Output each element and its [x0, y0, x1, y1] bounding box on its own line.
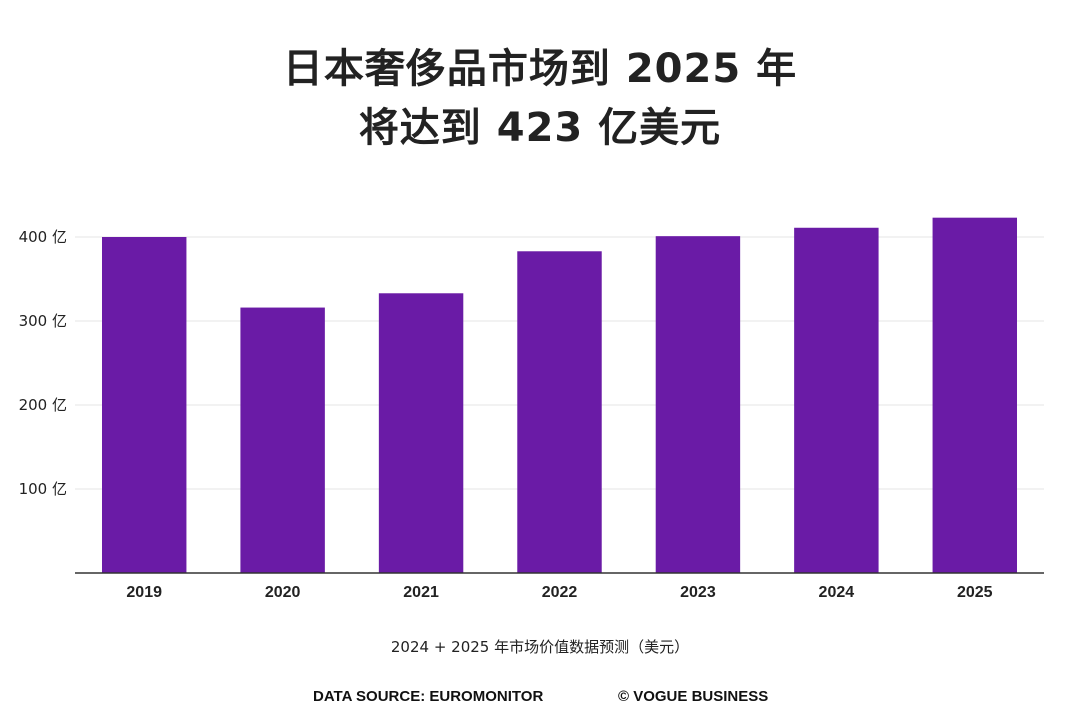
x-tick-label-2020: 2020: [265, 584, 301, 601]
x-tick-label-2019: 2019: [126, 584, 162, 601]
x-tick-label-2023: 2023: [680, 584, 716, 601]
bar-2020: [240, 307, 325, 573]
copyright-credit: © VOGUE BUSINESS: [618, 688, 769, 705]
x-tick-label-2025: 2025: [957, 584, 993, 601]
bar-2022: [517, 251, 602, 573]
bar-2019: [101, 237, 187, 573]
y-tick-label: 100 亿: [19, 480, 67, 498]
forecast-note: 2024 + 2025 年市场价值数据预测（美元）: [390, 638, 690, 656]
chart-title-line-1: 日本奢侈品市场到 2025 年: [282, 46, 798, 92]
x-tick-label-2024: 2024: [819, 584, 855, 601]
bar-2023: [655, 236, 741, 573]
bar-2021: [378, 293, 464, 573]
bar-2025: [932, 217, 1018, 573]
y-tick-label: 300 亿: [19, 312, 67, 330]
bars: [101, 217, 1018, 573]
data-source: DATA SOURCE: EUROMONITOR: [313, 688, 544, 705]
x-axis-labels: 2019 2020 2021 2022 2023 2024 2025: [126, 584, 992, 601]
y-tick-label: 400 亿: [19, 228, 67, 246]
x-tick-label-2021: 2021: [403, 584, 439, 601]
y-axis-labels: 100 亿 200 亿 300 亿 400 亿: [19, 228, 67, 498]
chart-title-line-2: 将达到 423 亿美元: [358, 105, 722, 151]
bar-2024: [794, 227, 879, 573]
x-tick-label-2022: 2022: [542, 584, 578, 601]
y-tick-label: 200 亿: [19, 396, 67, 414]
